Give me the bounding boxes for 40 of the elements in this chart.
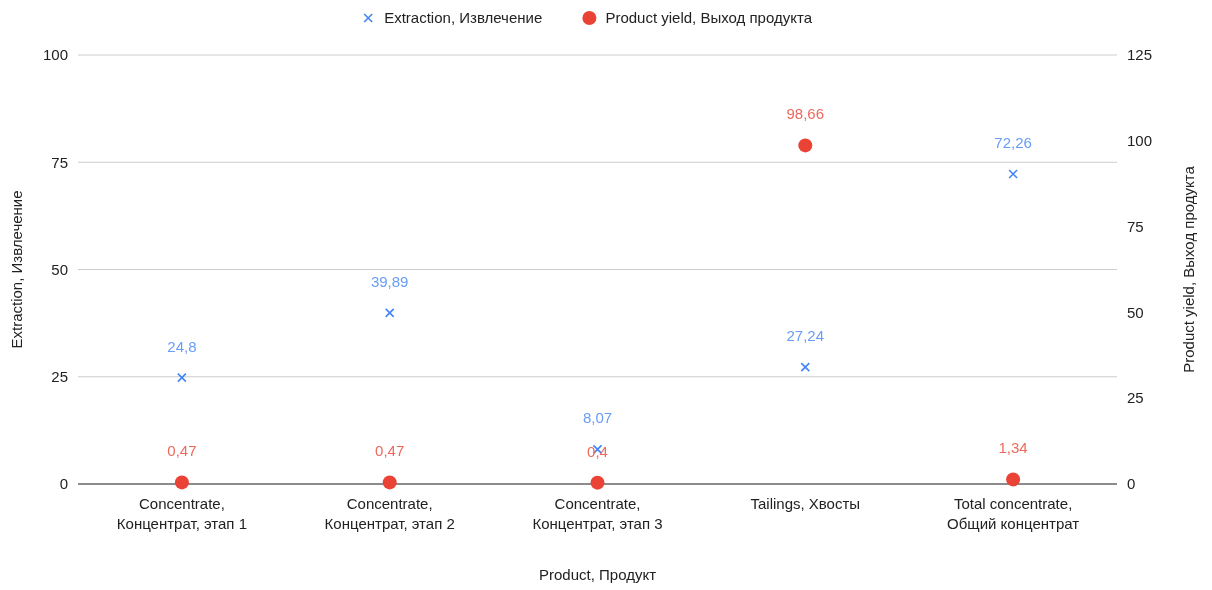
data-label: 72,26 bbox=[994, 134, 1032, 151]
data-label: 0,47 bbox=[375, 442, 405, 460]
data-label: 39,89 bbox=[370, 272, 409, 290]
y-tick-label: 25 bbox=[51, 368, 68, 385]
y2-tick-label: 0 bbox=[1127, 475, 1136, 493]
x-axis-title: Product, Продукт bbox=[538, 566, 657, 583]
data-label: 27,24 bbox=[786, 327, 825, 345]
point bbox=[1008, 169, 1018, 179]
x-tick-label: Concentrate, Концентрат, этап 3 bbox=[532, 495, 663, 532]
point bbox=[590, 475, 605, 490]
point bbox=[384, 308, 395, 318]
data-label: 24,8 bbox=[167, 337, 197, 355]
data-label: 0,4 bbox=[587, 442, 608, 460]
y-tick-label: 75 bbox=[51, 153, 68, 171]
point bbox=[177, 372, 187, 383]
y-axis-title: Extraction, Извлечение bbox=[8, 190, 25, 349]
legend-label: Product yield, Выход продукта bbox=[605, 9, 813, 27]
y2-tick-label: 75 bbox=[1127, 217, 1144, 235]
x-tick-label: Concentrate, Концентрат, этап 2 bbox=[324, 495, 455, 532]
data-label: 0,47 bbox=[167, 442, 197, 460]
y2-tick-label: 50 bbox=[1127, 303, 1144, 321]
point bbox=[1006, 472, 1021, 487]
data-label: 1,34 bbox=[998, 439, 1028, 457]
x-tick-label: Tailings, Хвосты bbox=[750, 495, 861, 512]
point bbox=[798, 138, 813, 153]
y2-tick-label: 125 bbox=[1127, 46, 1153, 64]
y-tick-label: 50 bbox=[51, 260, 68, 278]
point bbox=[174, 475, 189, 490]
y-tick-label: 0 bbox=[59, 475, 68, 493]
legend-label: Extraction, Извлечение bbox=[384, 9, 543, 27]
y2-tick-label: 100 bbox=[1127, 132, 1153, 150]
data-label: 8,07 bbox=[582, 409, 613, 427]
y2-tick-label: 25 bbox=[1127, 389, 1144, 407]
point bbox=[382, 475, 397, 490]
y2-axis-title: Product yield, Выход продукта bbox=[1180, 165, 1197, 373]
x-tick-label: Total concentrate, Общий концентрат bbox=[947, 495, 1080, 532]
point bbox=[800, 362, 811, 372]
x-tick-label: Concentrate, Концентрат, этап 1 bbox=[116, 495, 247, 532]
y-tick-label: 100 bbox=[42, 46, 68, 64]
data-label: 98,66 bbox=[786, 105, 825, 123]
